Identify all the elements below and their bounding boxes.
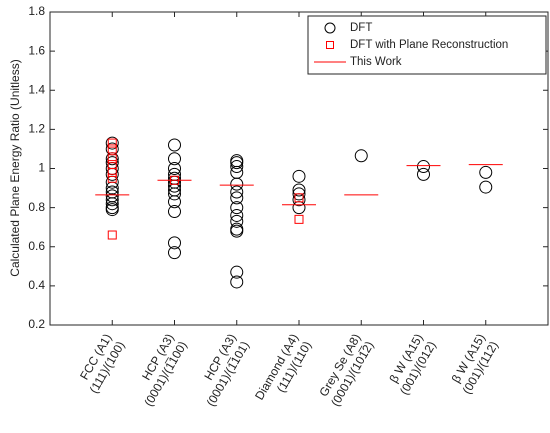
dft-point	[417, 160, 430, 174]
dft-point	[105, 203, 119, 217]
dft-point	[292, 187, 306, 201]
y-tick-label: 1.4	[28, 82, 45, 96]
dft-point	[230, 208, 244, 222]
dft-point	[105, 193, 119, 207]
dft-point	[105, 197, 119, 211]
y-tick-label: 0.6	[28, 239, 45, 253]
y-tick-label: 0.4	[28, 278, 45, 292]
dft-point	[354, 149, 368, 163]
y-axis-label: Calculated Plane Energy Ratio (Unitless)	[8, 59, 22, 276]
dft-point	[168, 187, 181, 201]
reconstruction-point	[107, 230, 117, 240]
dft-point	[230, 191, 244, 205]
dft-point	[292, 183, 306, 197]
reconstruction-point	[294, 214, 304, 224]
y-tick-label: 0.2	[28, 317, 45, 331]
y-tick-label: 1	[38, 161, 45, 175]
dft-point	[479, 165, 493, 179]
dft-point	[230, 275, 244, 289]
dft-point	[230, 265, 244, 279]
reconstruction-point	[107, 154, 117, 164]
legend-marker	[324, 22, 336, 34]
legend-text: This Work	[350, 56, 402, 68]
dft-point	[230, 156, 244, 170]
dft-point	[479, 180, 493, 194]
dft-point	[168, 195, 181, 209]
y-tick-label: 1.6	[28, 43, 45, 57]
reconstruction-point	[107, 173, 117, 183]
dft-point	[168, 138, 181, 152]
dft-point	[168, 162, 181, 175]
dft-point	[230, 214, 244, 228]
y-tick-label: 0.8	[28, 200, 45, 214]
dft-point	[168, 205, 181, 219]
dft-point	[168, 236, 181, 250]
dft-point	[417, 167, 430, 181]
dft-point	[168, 152, 181, 166]
reconstruction-point	[294, 193, 304, 203]
dft-point	[292, 169, 306, 183]
dft-point	[230, 201, 244, 215]
legend-marker	[326, 41, 334, 49]
y-tick-label: 1.8	[28, 4, 45, 18]
reconstruction-point	[107, 167, 117, 177]
dft-point	[230, 160, 244, 174]
reconstruction-point	[107, 138, 117, 148]
dft-point	[168, 246, 181, 260]
legend-text: DFT with Plane Reconstruction	[350, 39, 508, 51]
reconstruction-point	[107, 144, 117, 154]
dft-point	[230, 185, 244, 199]
dft-point	[230, 177, 244, 191]
dft-point	[230, 224, 244, 238]
dft-point	[105, 136, 119, 150]
legend-box	[307, 15, 547, 75]
legend-text: DFT	[350, 22, 372, 34]
y-tick-label: 1.2	[28, 122, 45, 136]
